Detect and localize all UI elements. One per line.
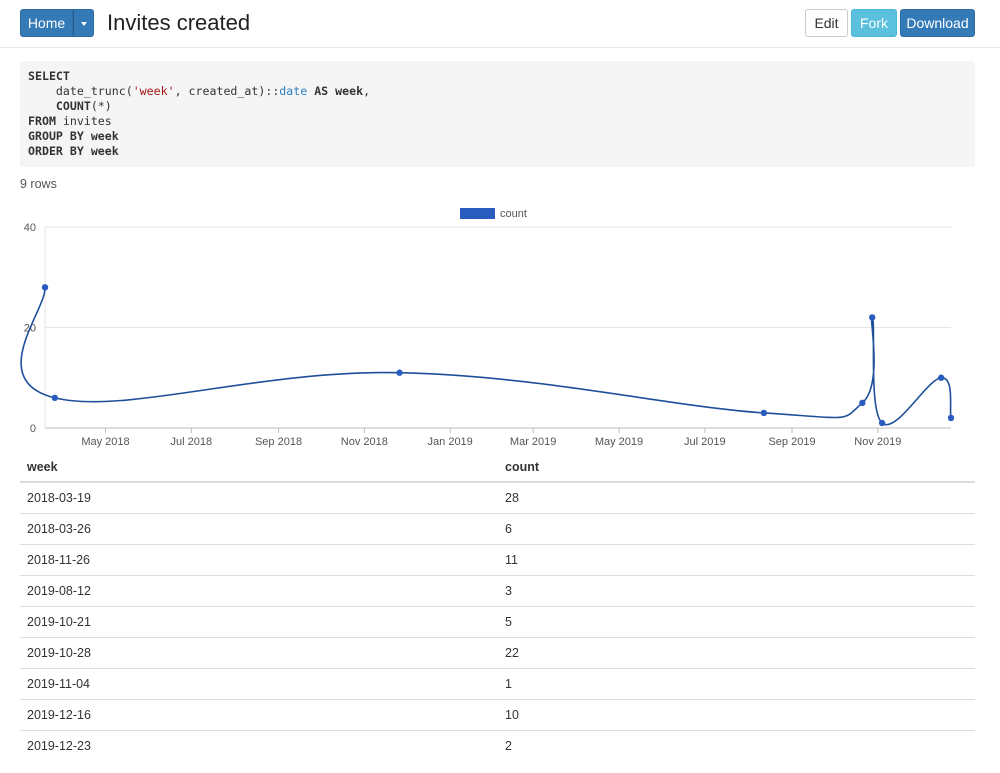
table-row: 2018-03-26 6: [20, 512, 975, 544]
sql-token: date_trunc(: [28, 84, 133, 98]
page-title: Invites created: [107, 10, 251, 35]
cell-count: 22: [498, 636, 975, 668]
results-table: week count 2018-03-19 28 2018-03-26 6 2018-1…: [20, 452, 975, 761]
x-tick-label: Sep 2018: [255, 436, 302, 448]
sql-token: date: [279, 84, 308, 98]
legend-swatch: [460, 208, 495, 219]
x-tick-label: May 2018: [81, 436, 129, 448]
x-tick-label: Nov 2018: [341, 436, 388, 448]
column-header-week: week: [20, 452, 498, 483]
sql-token: [84, 129, 91, 143]
sql-token: , created_at)::: [174, 84, 280, 98]
cell-count: 11: [498, 543, 975, 575]
edit-button[interactable]: Edit: [805, 9, 848, 37]
data-point: [41, 284, 49, 291]
cell-week: 2019-12-23: [20, 729, 498, 761]
download-button[interactable]: Download: [900, 9, 975, 37]
data-point: [760, 409, 768, 417]
sql-token: 'week': [132, 84, 175, 98]
data-point: [947, 414, 955, 422]
data-point: [396, 369, 403, 376]
rows-count: 9 rows: [20, 177, 57, 191]
sql-token: week: [335, 84, 364, 98]
sql-token: ,: [363, 84, 371, 98]
table-row: 2019-08-12 3: [20, 574, 975, 606]
data-point: [869, 314, 876, 321]
cell-count: 6: [498, 512, 975, 544]
sql-token: [28, 99, 56, 113]
cell-count: 1: [498, 667, 975, 699]
table-row: 2019-12-23 2: [20, 729, 975, 761]
y-tick-label: 0: [30, 423, 36, 435]
legend-label: count: [500, 208, 527, 220]
y-tick-label: 40: [24, 222, 36, 234]
table-row: 2018-11-26 11: [20, 543, 975, 575]
table-row: 2019-10-28 22: [20, 636, 975, 668]
sql-token: SELECT: [28, 69, 70, 83]
x-tick-label: Jan 2019: [428, 436, 473, 448]
cell-week: 2018-03-19: [20, 481, 498, 513]
data-point: [51, 394, 59, 402]
cell-week: 2018-03-26: [20, 512, 498, 544]
sql-query: SELECT date_trunc('week', created_at)::d…: [20, 61, 975, 167]
sql-token: AS: [314, 84, 329, 98]
data-point: [937, 374, 945, 381]
cell-week: 2018-11-26: [20, 543, 498, 575]
x-tick-label: Sep 2019: [768, 436, 815, 448]
cell-week: 2019-10-28: [20, 636, 498, 668]
table-row: 2019-10-21 5: [20, 605, 975, 637]
sql-token: (*): [90, 99, 112, 113]
cell-count: 5: [498, 605, 975, 637]
action-buttons: Edit Fork Download: [805, 9, 975, 37]
cell-week: 2019-11-04: [20, 667, 498, 699]
table-row: 2018-03-19 28: [20, 481, 975, 513]
sql-token: [84, 144, 91, 158]
table-row: 2019-11-04 1: [20, 667, 975, 699]
data-point: [878, 419, 886, 427]
cell-week: 2019-12-16: [20, 698, 498, 730]
sql-token: week: [90, 129, 119, 143]
cell-week: 2019-10-21: [20, 605, 498, 637]
x-tick-label: Nov 2019: [854, 436, 901, 448]
fork-button[interactable]: Fork: [851, 9, 897, 37]
x-tick-label: Jul 2018: [171, 436, 213, 448]
sql-token: invites: [55, 114, 112, 128]
table-header-row: week count: [20, 452, 975, 483]
sql-token: COUNT: [55, 99, 91, 113]
x-tick-label: Mar 2019: [510, 436, 556, 448]
table-row: 2019-12-16 10: [20, 698, 975, 730]
cell-count: 10: [498, 698, 975, 730]
caret-down-icon: [81, 22, 87, 26]
cell-count: 3: [498, 574, 975, 606]
cell-count: 2: [498, 729, 975, 761]
cell-count: 28: [498, 481, 975, 513]
sql-token: FROM: [28, 114, 56, 128]
home-dropdown-toggle[interactable]: [73, 9, 94, 37]
x-tick-label: Jul 2019: [684, 436, 726, 448]
home-button-group: Home: [20, 9, 94, 37]
sql-token: week: [90, 144, 119, 158]
home-button[interactable]: Home: [20, 9, 73, 37]
sql-token: GROUP BY: [28, 129, 84, 143]
cell-week: 2019-08-12: [20, 574, 498, 606]
top-bar: Home Invites created Edit Fork Download: [0, 0, 1000, 48]
column-header-count: count: [498, 452, 975, 483]
data-point: [859, 399, 866, 407]
series-line-count: [20, 287, 952, 426]
sql-token: ORDER BY: [28, 144, 84, 158]
x-tick-label: May 2019: [595, 436, 643, 448]
